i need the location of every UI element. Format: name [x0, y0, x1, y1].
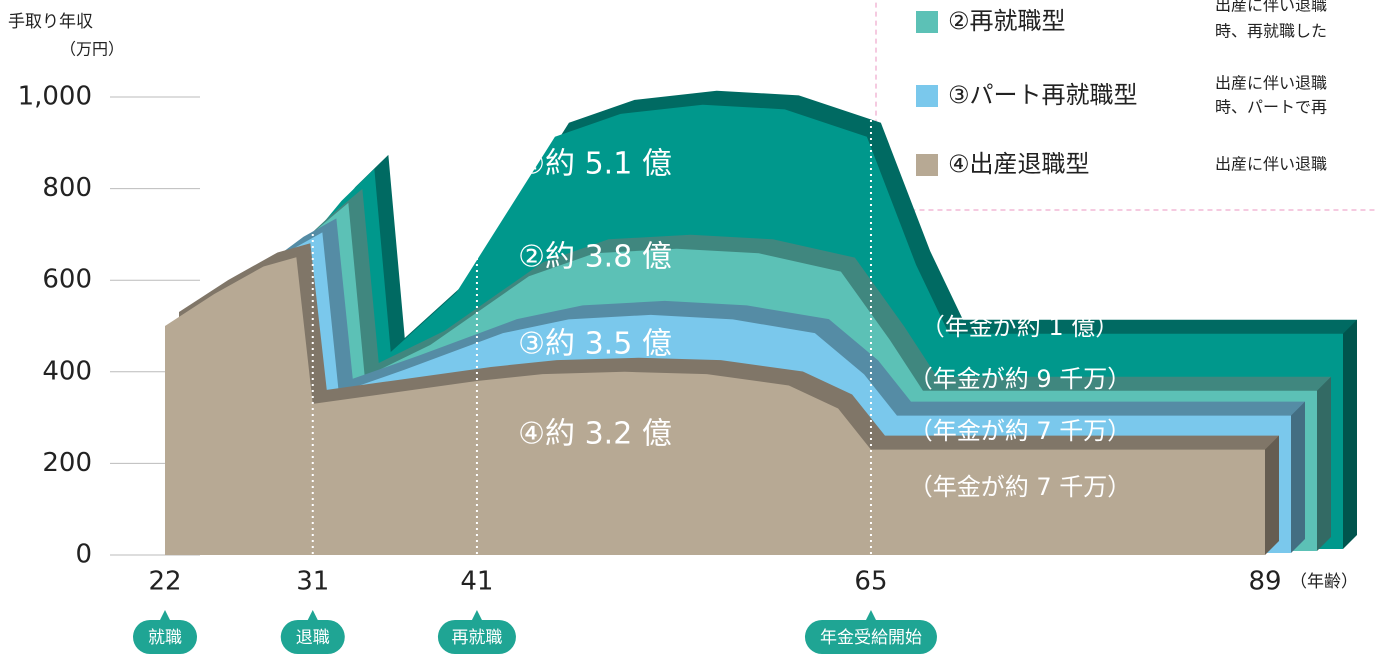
milestone-pointer [306, 610, 319, 622]
legend-text: 出産に伴い退職 [1215, 155, 1327, 174]
legend-label: ④出産退職型 [948, 150, 1090, 178]
pension-label: （年金が約 7 千万） [909, 473, 1132, 501]
legend-label: ②再就職型 [948, 7, 1066, 35]
pension-label: （年金が約 1 億） [921, 313, 1120, 341]
series-label: ②約 3.8 億 [518, 240, 672, 275]
legend-swatch [916, 85, 938, 107]
legend-swatch [916, 11, 938, 33]
milestone-pointer [864, 610, 877, 622]
milestone-pointer [159, 610, 171, 622]
milestone-pointer [470, 610, 483, 622]
legend-text: 時、パートで再 [1215, 98, 1327, 117]
series-label: ④約 3.2 億 [518, 417, 672, 452]
legend-swatch [916, 154, 938, 176]
legend-label: ③パート再就職型 [948, 81, 1138, 109]
y-axis-label: 手取り年収 [8, 12, 93, 32]
milestone-badge [133, 620, 197, 654]
milestone-label: 退職 [296, 628, 330, 648]
y-tick-label: 800 [42, 173, 92, 203]
area-side [1317, 376, 1331, 551]
x-tick-label: 65 [854, 567, 887, 597]
y-tick-label: 200 [42, 448, 92, 478]
series-label: ③約 3.5 億 [518, 327, 672, 362]
series-label: ①約 5.1 億 [518, 147, 672, 182]
area-side [1343, 319, 1357, 549]
milestone-label: 年金受給開始 [820, 628, 922, 648]
area-side [1265, 435, 1279, 555]
area [165, 257, 1265, 555]
milestone-badge [280, 620, 345, 654]
pension-label: （年金が約 7 千万） [909, 417, 1132, 445]
legend-text: 出産に伴い退職 [1215, 0, 1327, 15]
x-tick-label: 89 [1248, 567, 1281, 597]
y-tick-label: 600 [42, 265, 92, 295]
legend-box [875, 0, 1376, 211]
milestone-badge [804, 620, 937, 654]
legend-text: 時、再就職した [1215, 22, 1327, 41]
x-tick-label: 22 [148, 567, 181, 597]
y-tick-label: 0 [75, 540, 92, 570]
y-axis-unit: （万円） [60, 40, 124, 59]
x-axis-unit: （年齢） [1290, 572, 1358, 592]
x-tick-label: 41 [460, 567, 493, 597]
milestone-label: 再就職 [451, 628, 502, 648]
pension-label: （年金が約 9 千万） [909, 365, 1132, 393]
y-tick-label: 400 [42, 356, 92, 386]
x-tick-label: 31 [296, 567, 329, 597]
area-side [1291, 401, 1305, 553]
milestone-label: 就職 [148, 628, 182, 648]
legend-text: 出産に伴い退職 [1215, 74, 1327, 93]
milestone-badge [437, 620, 516, 654]
y-tick-label: 1,000 [18, 82, 92, 112]
